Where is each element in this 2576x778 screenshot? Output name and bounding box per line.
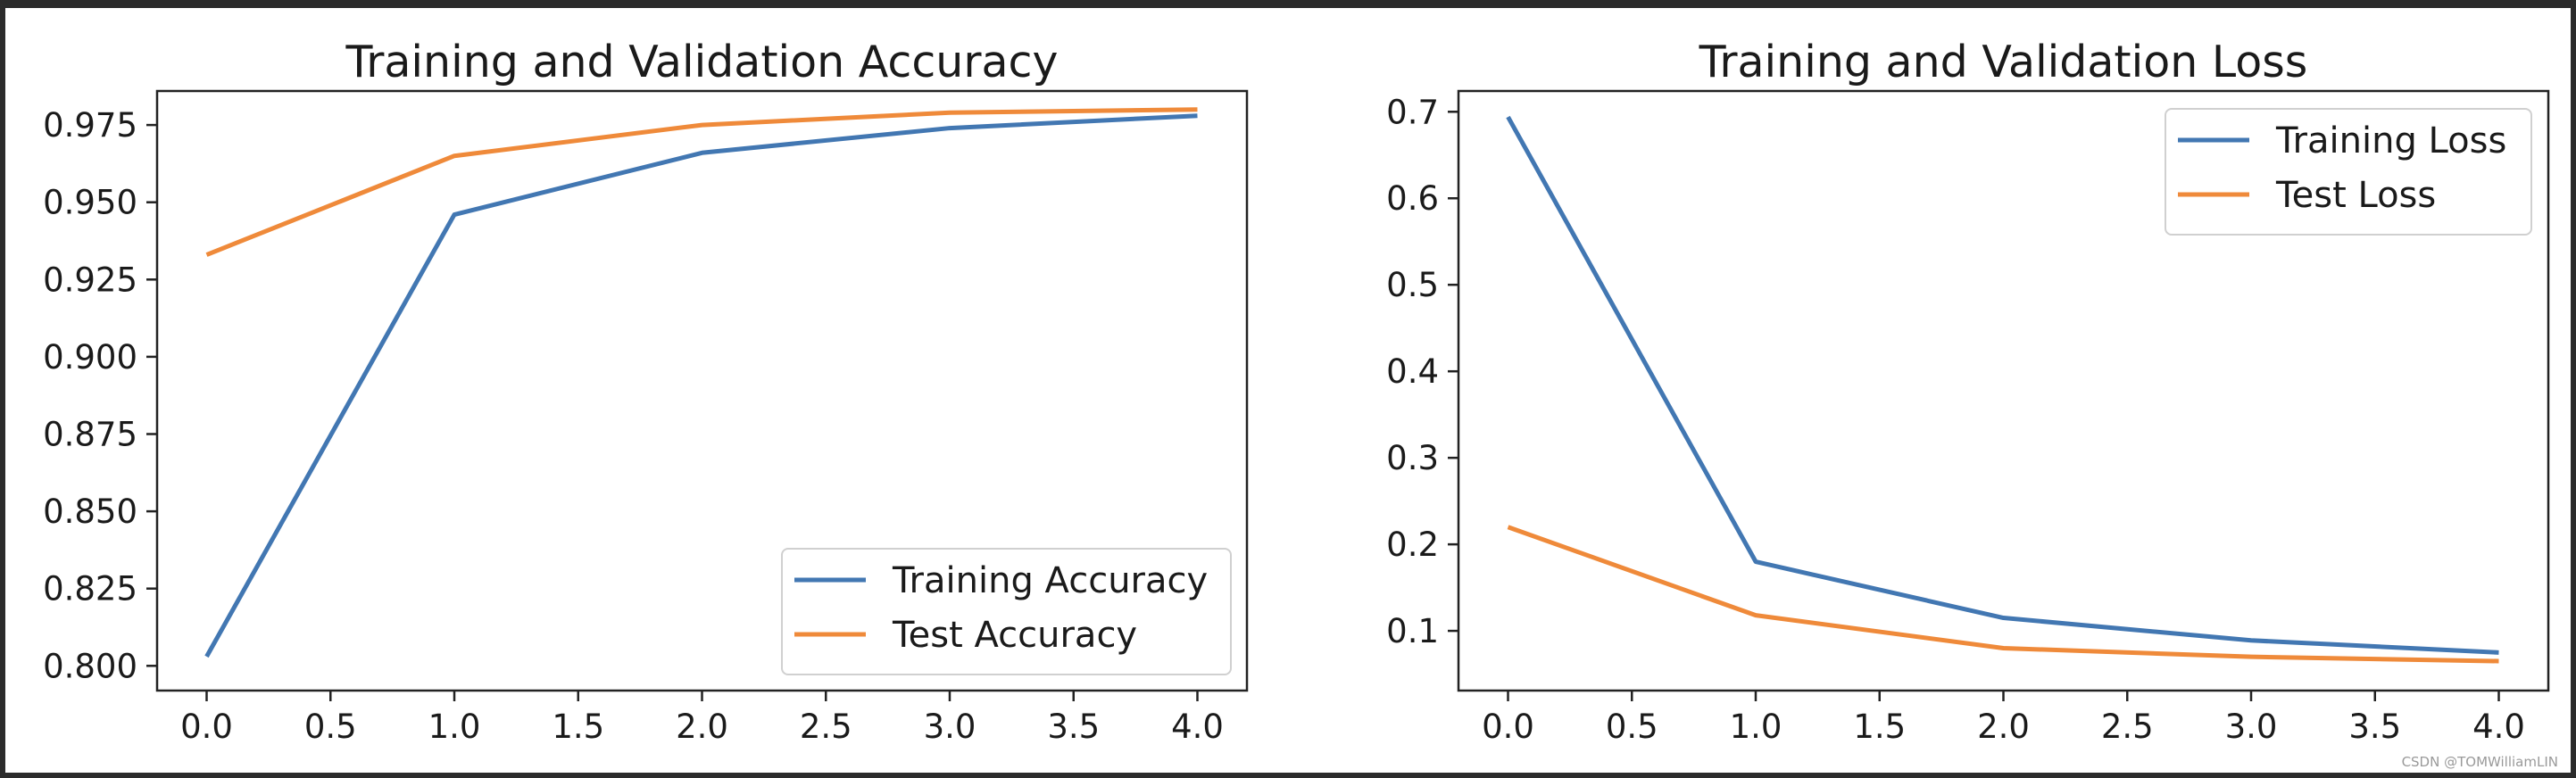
chart-1-legend: Training Accuracy Test Accuracy: [781, 548, 1232, 675]
chart-1-ytick-label-0: 0.800: [43, 647, 137, 685]
chart-1-ytick-label-2: 0.850: [43, 492, 137, 531]
chart-2-legend-box: [2165, 108, 2532, 236]
chart-1-series-2-line: [205, 107, 1198, 257]
chart-2-series-2-line: [1507, 525, 2499, 664]
chart-1-ytick-label-1: 0.825: [43, 570, 137, 608]
chart-1-xtick-label-0: 0.0: [180, 708, 233, 746]
chart-1-ytick-label-6: 0.950: [43, 184, 137, 222]
chart-2-legend: Training Loss Test Loss: [2165, 108, 2532, 236]
chart-2-series-1-line: [1506, 115, 2499, 655]
chart-1-legend-box: [781, 548, 1232, 675]
chart-1-group: Training and Validation Accuracy 0.0 0.5 1.…: [43, 37, 1249, 746]
chart-1-series-1-line: [204, 113, 1198, 658]
chart-2-ytick-label-1: 0.2: [1386, 526, 1439, 564]
chart-1-ytick-label-7: 0.975: [43, 106, 137, 145]
chart-1-xtick-label-3: 1.5: [552, 708, 604, 746]
chart-2-legend-label-1: Training Loss: [2275, 120, 2506, 161]
chart-2-xtick-label-3: 1.5: [1853, 708, 1906, 746]
chart-1-ytick-label-5: 0.925: [43, 261, 137, 299]
chart-2-xtick-label-6: 3.0: [2225, 708, 2278, 746]
watermark: CSDN @TOMWilliamLIN: [2401, 754, 2558, 770]
chart-2-legend-label-2: Test Loss: [2275, 175, 2436, 216]
chart-1-legend-label-2: Test Accuracy: [892, 615, 1137, 656]
chart-1-xtick-label-5: 2.5: [800, 708, 852, 746]
chart-2-xtick-label-7: 3.5: [2348, 708, 2401, 746]
chart-1-xtick-label-7: 3.5: [1047, 708, 1100, 746]
chart-2-xtick-label-1: 0.5: [1606, 708, 1658, 746]
chart-2-xtick-label-5: 2.5: [2101, 708, 2154, 746]
chart-2-ytick-label-6: 0.7: [1386, 93, 1439, 131]
figure-frame: Training and Validation Accuracy 0.0 0.5 1.…: [5, 8, 2571, 773]
chart-2-group: Training and Validation Loss 0.0 0.5 1.0 1.5…: [1386, 37, 2550, 746]
chart-2-ytick-label-4: 0.5: [1386, 266, 1439, 304]
chart-2-xtick-label-8: 4.0: [2472, 708, 2525, 746]
chart-2-ytick-label-3: 0.4: [1386, 352, 1439, 391]
figure-canvas: Training and Validation Accuracy 0.0 0.5 1.…: [43, 37, 2550, 746]
chart-1-legend-label-1: Training Accuracy: [892, 560, 1208, 601]
chart-2-title: Training and Validation Loss: [1699, 37, 2308, 87]
chart-2-ytick-label-0: 0.1: [1386, 612, 1439, 650]
chart-1-title: Training and Validation Accuracy: [345, 37, 1059, 87]
chart-1-ytick-label-3: 0.875: [43, 415, 137, 453]
chart-1-ytick-label-4: 0.900: [43, 338, 137, 377]
chart-1-xtick-label-2: 1.0: [428, 708, 481, 746]
chart-1-xtick-label-4: 2.0: [676, 708, 728, 746]
chart-2-ytick-label-2: 0.3: [1386, 439, 1439, 477]
chart-1-xtick-label-8: 4.0: [1171, 708, 1224, 746]
chart-2-ytick-label-5: 0.6: [1386, 179, 1439, 218]
chart-1-xtick-label-1: 0.5: [304, 708, 357, 746]
chart-2-xtick-label-2: 1.0: [1730, 708, 1782, 746]
chart-1-xtick-label-6: 3.0: [924, 708, 976, 746]
chart-2-xtick-label-0: 0.0: [1482, 708, 1534, 746]
chart-2-xtick-label-4: 2.0: [1977, 708, 2030, 746]
